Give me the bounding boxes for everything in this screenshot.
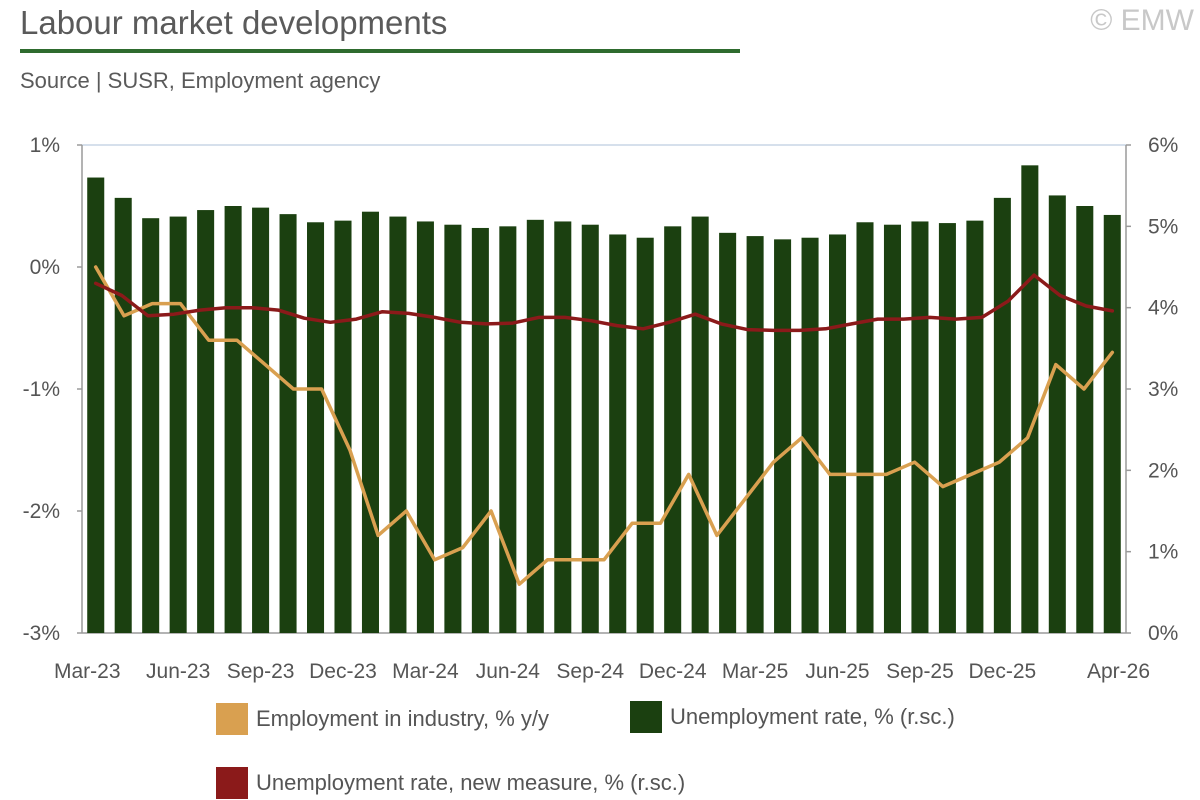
bar-unemployment-Sep-25: [911, 221, 929, 633]
x-tick-label: Dec-24: [639, 660, 707, 683]
x-tick-label: Apr-26: [1087, 660, 1150, 683]
bar-unemployment-Nov-25: [966, 220, 984, 633]
left-tick-label: -3%: [23, 622, 60, 645]
bar-unemployment-Mar-25: [746, 236, 764, 634]
bar-unemployment-Apr-24: [444, 224, 462, 633]
right-tick-label: 6%: [1148, 134, 1178, 157]
copyright-label: © EMW: [1090, 4, 1194, 37]
bar-unemployment-Jun-25: [829, 234, 847, 633]
legend-swatch-employment: [216, 703, 248, 735]
bar-unemployment-Apr-23: [114, 197, 132, 633]
bar-unemployment-Jul-24: [526, 219, 544, 633]
legend-label-unemployment-new: Unemployment rate, new measure, % (r.sc.…: [256, 770, 686, 795]
left-tick-label: 1%: [30, 134, 60, 157]
right-tick-label: 5%: [1148, 215, 1178, 238]
bar-unemployment-Aug-23: [224, 206, 242, 633]
legend-item-unemployment: Unemployment rate, % (r.sc.): [630, 701, 955, 733]
legend-item-employment: Employment in industry, % y/y: [216, 703, 549, 735]
bar-unemployment-May-23: [142, 218, 160, 633]
x-tick-label: Jun-24: [476, 660, 541, 683]
x-tick-label: Dec-25: [969, 660, 1037, 683]
bar-unemployment-Oct-25: [938, 223, 956, 633]
bar-unemployment-Jun-23: [169, 216, 187, 633]
x-tick-label: Mar-25: [722, 660, 789, 683]
bar-unemployment-Jan-25: [691, 216, 709, 633]
left-tick-label: -2%: [23, 500, 60, 523]
legend-label-unemployment: Unemployment rate, % (r.sc.): [670, 704, 955, 729]
line-series-0: [93, 265, 1115, 586]
bar-unemployment-Jul-25: [856, 222, 874, 633]
bar-unemployment-Aug-25: [883, 224, 901, 633]
bar-unemployment-Oct-24: [609, 234, 627, 633]
bar-unemployment-Dec-23: [334, 220, 352, 633]
x-tick-label: Sep-23: [227, 660, 295, 683]
bar-unemployment-Dec-24: [664, 226, 682, 634]
bar-unemployment-Sep-23: [252, 207, 270, 634]
right-tick-label: 3%: [1148, 378, 1178, 401]
right-tick-label: 0%: [1148, 622, 1178, 645]
left-tick-label: 0%: [30, 256, 60, 279]
chart-subtitle: Source | SUSR, Employment agency: [20, 68, 381, 93]
bar-unemployment-May-24: [471, 227, 489, 633]
legend-swatch-unemployment: [630, 701, 662, 733]
legend-swatch-unemployment-new: [216, 767, 248, 799]
bar-unemployment-Oct-23: [279, 214, 297, 633]
bar-unemployment-Jan-24: [361, 211, 379, 633]
x-tick-label: Dec-23: [309, 660, 377, 683]
x-tick-label: Jun-25: [805, 660, 869, 683]
x-tick-label: Sep-24: [556, 660, 624, 683]
bar-unemployment-Feb-25: [719, 232, 737, 633]
bar-unemployment-Apr-26: [1103, 214, 1121, 634]
bar-unemployment-Mar-23: [87, 177, 105, 634]
bar-unemployment-May-25: [801, 237, 819, 633]
right-tick-label: 4%: [1148, 297, 1178, 320]
chart-title: Labour market developments: [20, 4, 448, 41]
bar-unemployment-Mar-26: [1076, 206, 1094, 633]
bar-unemployment-Aug-24: [554, 221, 572, 633]
legend-item-unemployment-new: Unemployment rate, new measure, % (r.sc.…: [216, 767, 685, 799]
bar-unemployment-Feb-26: [1048, 195, 1066, 633]
bar-unemployment-Jan-26: [1021, 165, 1039, 634]
x-tick-label: Jun-23: [146, 660, 210, 683]
right-tick-label: 1%: [1148, 541, 1178, 564]
left-tick-label: -1%: [23, 378, 60, 401]
bar-unemployment-Sep-24: [581, 224, 599, 633]
title-underline: [20, 49, 740, 53]
legend-label-employment: Employment in industry, % y/y: [256, 706, 550, 731]
x-tick-label: Sep-25: [886, 660, 954, 683]
x-tick-label: Mar-24: [392, 660, 459, 683]
bar-unemployment-Nov-23: [307, 222, 325, 633]
bar-unemployment-Nov-24: [636, 237, 654, 633]
x-tick-label: Mar-23: [54, 660, 121, 683]
bar-unemployment-Jun-24: [499, 226, 517, 634]
bar-unemployment-Dec-25: [993, 197, 1011, 633]
bar-unemployment-Apr-25: [774, 239, 792, 633]
bar-unemployment-Feb-24: [389, 216, 407, 633]
right-tick-label: 2%: [1148, 459, 1178, 482]
line-series-1: [93, 273, 1115, 333]
bar-unemployment-Mar-24: [416, 221, 434, 633]
bar-unemployment-Jul-23: [197, 210, 215, 634]
